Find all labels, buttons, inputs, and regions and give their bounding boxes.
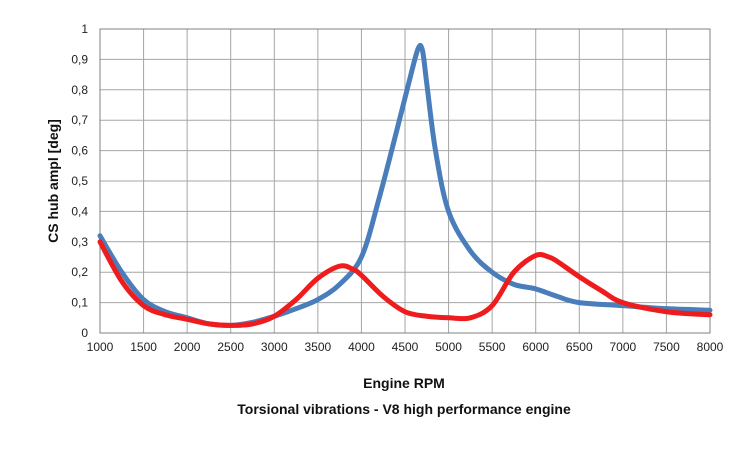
y-tick-label: 0,8	[71, 83, 88, 97]
series-group	[97, 42, 713, 328]
y-tick-label: 0,4	[71, 204, 88, 218]
y-tick-label: 0,3	[71, 235, 88, 249]
y-tick-label: 0	[81, 326, 88, 340]
grid	[99, 28, 711, 334]
x-tick-label: 8000	[697, 340, 724, 354]
y-tick-label: 0,6	[71, 144, 88, 158]
y-axis-title: CS hub ampl [deg]	[45, 119, 61, 243]
x-tick-label: 2000	[174, 340, 201, 354]
x-tick-label: 5000	[435, 340, 462, 354]
x-tick-label: 6500	[566, 340, 593, 354]
x-tick-label: 1000	[87, 340, 114, 354]
plot-area-border	[99, 28, 711, 334]
x-tick-label: 6000	[522, 340, 549, 354]
x-tick-labels: 1000 1500 2000 2500 3000 3500 4000 4500 5000 5500…	[87, 340, 724, 354]
y-tick-labels: 0 0,1 0,2 0,3 0,4 0,5 0,6 0,7 0,8 0,9 1	[71, 22, 88, 340]
x-tick-label: 4000	[348, 340, 375, 354]
series-line-2	[97, 239, 713, 328]
plot-frame	[99, 28, 711, 334]
x-tick-label: 5500	[479, 340, 506, 354]
y-tick-label: 0,5	[71, 174, 88, 188]
x-tick-label: 3000	[261, 340, 288, 354]
y-tick-label: 0,7	[71, 113, 88, 127]
x-tick-label: 7000	[610, 340, 637, 354]
x-tick-label: 3500	[305, 340, 332, 354]
x-tick-label: 7500	[653, 340, 680, 354]
x-tick-label: 4500	[392, 340, 419, 354]
y-tick-label: 1	[81, 22, 88, 36]
y-tick-label: 0,1	[71, 296, 88, 310]
y-tick-label: 0,9	[71, 52, 88, 66]
x-tick-label: 2500	[217, 340, 244, 354]
chart-title: Torsional vibrations - V8 high performan…	[237, 401, 571, 417]
x-tick-label: 1500	[130, 340, 157, 354]
y-tick-label: 0,2	[71, 265, 88, 279]
x-axis-title: Engine RPM	[363, 375, 445, 391]
